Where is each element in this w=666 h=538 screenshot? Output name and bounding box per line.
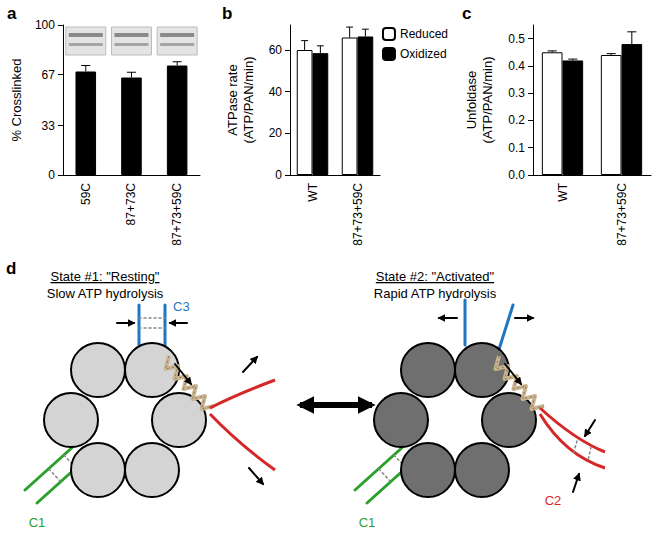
svg-text:% Crosslinked: % Crosslinked bbox=[9, 58, 24, 141]
svg-text:0: 0 bbox=[275, 168, 282, 182]
svg-text:a: a bbox=[7, 4, 17, 23]
svg-text:b: b bbox=[222, 4, 232, 23]
svg-text:Unfoldase: Unfoldase bbox=[464, 71, 479, 130]
svg-text:0.2: 0.2 bbox=[508, 113, 525, 127]
svg-text:WT: WT bbox=[556, 182, 570, 201]
svg-text:0.0: 0.0 bbox=[508, 168, 525, 182]
svg-text:87+73C: 87+73C bbox=[124, 183, 138, 226]
svg-text:33: 33 bbox=[42, 119, 56, 133]
svg-text:87+73+59C: 87+73+59C bbox=[170, 183, 184, 246]
svg-text:C1: C1 bbox=[359, 515, 376, 530]
svg-text:0.5: 0.5 bbox=[508, 32, 525, 46]
svg-text:c: c bbox=[462, 4, 471, 23]
svg-text:C3: C3 bbox=[173, 299, 190, 314]
svg-text:State #2: "Activated": State #2: "Activated" bbox=[376, 269, 495, 284]
svg-text:87+73+59C: 87+73+59C bbox=[615, 183, 629, 246]
svg-text:59C: 59C bbox=[79, 183, 93, 205]
svg-text:(ATP/PAN/min): (ATP/PAN/min) bbox=[241, 57, 256, 144]
svg-text:WT: WT bbox=[306, 182, 320, 201]
svg-text:Reduced: Reduced bbox=[400, 27, 448, 41]
svg-text:87+73+59C: 87+73+59C bbox=[351, 183, 365, 246]
svg-text:Slow ATP hydrolysis: Slow ATP hydrolysis bbox=[47, 286, 164, 301]
svg-text:0: 0 bbox=[48, 168, 55, 182]
svg-text:C1: C1 bbox=[29, 515, 46, 530]
svg-text:0.1: 0.1 bbox=[508, 141, 525, 155]
svg-text:60: 60 bbox=[269, 43, 283, 57]
svg-text:(ATP/PAN/min): (ATP/PAN/min) bbox=[480, 57, 495, 144]
svg-text:67: 67 bbox=[42, 68, 56, 82]
svg-text:Rapid ATP hydrolysis: Rapid ATP hydrolysis bbox=[374, 286, 497, 301]
svg-text:0.4: 0.4 bbox=[508, 59, 525, 73]
svg-text:0.3: 0.3 bbox=[508, 86, 525, 100]
svg-text:ATPase rate: ATPase rate bbox=[225, 64, 240, 135]
svg-text:Oxidized: Oxidized bbox=[400, 47, 447, 61]
svg-text:40: 40 bbox=[269, 85, 283, 99]
svg-text:State #1: "Resting": State #1: "Resting" bbox=[51, 269, 160, 284]
svg-text:C2: C2 bbox=[545, 493, 562, 508]
svg-text:20: 20 bbox=[269, 126, 283, 140]
svg-text:d: d bbox=[6, 259, 16, 278]
svg-text:100: 100 bbox=[35, 18, 55, 32]
